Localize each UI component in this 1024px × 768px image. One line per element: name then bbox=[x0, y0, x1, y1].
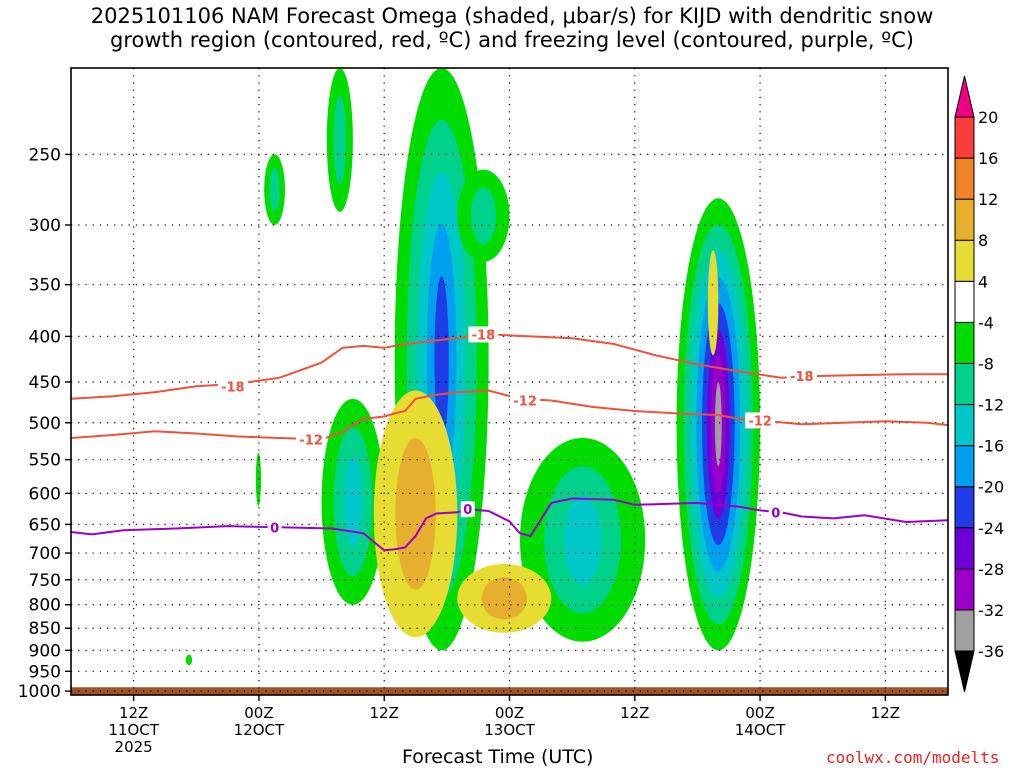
contour-label: -18 bbox=[221, 380, 245, 395]
contour-label-bg bbox=[460, 501, 475, 518]
terrain-strip bbox=[71, 687, 948, 695]
y-tick-label: 650 bbox=[29, 515, 61, 535]
y-tick-label: 550 bbox=[29, 451, 61, 471]
colorbar-swatch bbox=[954, 445, 975, 488]
colorbar-label: 16 bbox=[978, 149, 998, 168]
colorbar-swatch bbox=[954, 321, 975, 364]
contour-label: 0 bbox=[771, 506, 780, 521]
contour-label: -12 bbox=[513, 394, 537, 409]
x-tick-label: 12Z bbox=[871, 704, 900, 722]
colorbar-label: 12 bbox=[978, 190, 998, 209]
y-tick-label: 800 bbox=[29, 596, 61, 616]
colorbar-label: -28 bbox=[978, 560, 1004, 579]
x-tick-label: 12Z bbox=[370, 704, 399, 722]
colorbar-swatch bbox=[954, 404, 975, 447]
omega-cell bbox=[481, 577, 527, 620]
y-tick-label: 450 bbox=[29, 373, 61, 393]
colorbar-label: -36 bbox=[978, 642, 1004, 661]
y-tick-label: 500 bbox=[29, 414, 61, 434]
y-tick-label: 400 bbox=[29, 327, 61, 347]
colorbar-swatch bbox=[954, 486, 975, 529]
contour-label: -18 bbox=[472, 328, 496, 343]
colorbar-label: -20 bbox=[978, 478, 1004, 497]
site-credit: coolwx.com/modelts bbox=[826, 748, 1000, 767]
omega-cell bbox=[470, 187, 496, 245]
x-tick-label: 13OCT bbox=[484, 721, 535, 739]
chart-title-line2: growth region (contoured, red, ºC) and f… bbox=[110, 28, 914, 52]
y-tick-label: 700 bbox=[29, 544, 61, 564]
omega-cell bbox=[343, 456, 363, 548]
contour-label: 0 bbox=[463, 503, 472, 518]
omega-cell bbox=[564, 494, 602, 586]
contour-label-bg bbox=[468, 326, 499, 343]
colorbar-swatch bbox=[954, 157, 975, 200]
contour-label-bg bbox=[510, 392, 541, 409]
x-tick-label: 12Z bbox=[620, 704, 649, 722]
colorbar-label: -16 bbox=[978, 437, 1004, 456]
y-tick-label: 250 bbox=[29, 145, 61, 165]
colorbar-swatch bbox=[954, 198, 975, 241]
colorbar-label: 4 bbox=[978, 272, 988, 291]
contour-label-bg bbox=[267, 519, 282, 536]
contour-label-bg bbox=[786, 367, 817, 384]
contour-label-bg bbox=[745, 412, 776, 429]
omega-cell bbox=[185, 654, 193, 666]
y-tick-label: 900 bbox=[29, 641, 61, 661]
x-tick-label: 00Z bbox=[495, 704, 524, 722]
contour-label-bg bbox=[296, 431, 327, 448]
colorbar-label: 20 bbox=[978, 108, 998, 127]
colorbar-swatch bbox=[954, 609, 975, 652]
chart-title-line1: 2025101106 NAM Forecast Omega (shaded, μ… bbox=[90, 4, 934, 28]
contour-label: 0 bbox=[270, 521, 279, 536]
y-tick-label: 750 bbox=[29, 571, 61, 591]
colorbar-swatch bbox=[954, 650, 975, 693]
contour-label: -12 bbox=[299, 433, 323, 448]
y-tick-label: 600 bbox=[29, 484, 61, 504]
contour-label: -12 bbox=[748, 414, 772, 429]
contour-labels: -18 -18 -18 -12 -12 -12 0 0 0 bbox=[217, 326, 817, 536]
y-tick-label: 1000 bbox=[18, 682, 61, 702]
x-tick-label: 12OCT bbox=[234, 721, 285, 739]
colorbar-label: -8 bbox=[978, 354, 994, 373]
contour-label-bg bbox=[768, 504, 783, 521]
y-tick-label: 950 bbox=[29, 662, 61, 682]
colorbar-swatch bbox=[954, 239, 975, 282]
y-tick-label: 300 bbox=[29, 216, 61, 236]
contour-label: -18 bbox=[790, 370, 814, 385]
colorbar-label: -32 bbox=[978, 601, 1004, 620]
omega-cell bbox=[269, 167, 280, 212]
y-tick-label: 850 bbox=[29, 619, 61, 639]
colorbar-swatch bbox=[954, 568, 975, 611]
x-axis-label: Forecast Time (UTC) bbox=[402, 746, 594, 768]
colorbar: -36 -32 -28 -24 -20 -16 -12 -8 -4 4 8 12 16 20 bbox=[954, 75, 1004, 693]
omega-cell bbox=[333, 95, 347, 185]
y-tick-label: 350 bbox=[29, 276, 61, 296]
x-tick-label: 2025 bbox=[115, 738, 153, 756]
colorbar-label: -12 bbox=[978, 396, 1004, 415]
colorbar-label: 8 bbox=[978, 231, 988, 250]
colorbar-swatch bbox=[954, 280, 975, 323]
contour-label-bg bbox=[217, 378, 248, 395]
colorbar-swatch bbox=[954, 116, 975, 159]
colorbar-swatch bbox=[954, 75, 975, 118]
x-tick-label: 14OCT bbox=[735, 721, 786, 739]
omega-cell bbox=[707, 249, 719, 356]
x-tick-label: 00Z bbox=[244, 704, 273, 722]
x-tick-label: 11OCT bbox=[108, 721, 159, 739]
x-tick-label: 12Z bbox=[119, 704, 148, 722]
omega-cell bbox=[395, 437, 436, 590]
y-axis: 2503003504004505005506006507007508008509… bbox=[18, 145, 71, 702]
chart-title: 2025101106 NAM Forecast Omega (shaded, μ… bbox=[0, 4, 1024, 52]
omega-cell bbox=[714, 382, 722, 467]
colorbar-swatch bbox=[954, 362, 975, 406]
omega-shading bbox=[71, 68, 948, 695]
colorbar-label: -4 bbox=[978, 313, 994, 332]
x-tick-label: 00Z bbox=[745, 704, 774, 722]
colorbar-label: -24 bbox=[978, 519, 1004, 538]
colorbar-swatch bbox=[954, 527, 975, 570]
omega-cell bbox=[434, 275, 449, 443]
